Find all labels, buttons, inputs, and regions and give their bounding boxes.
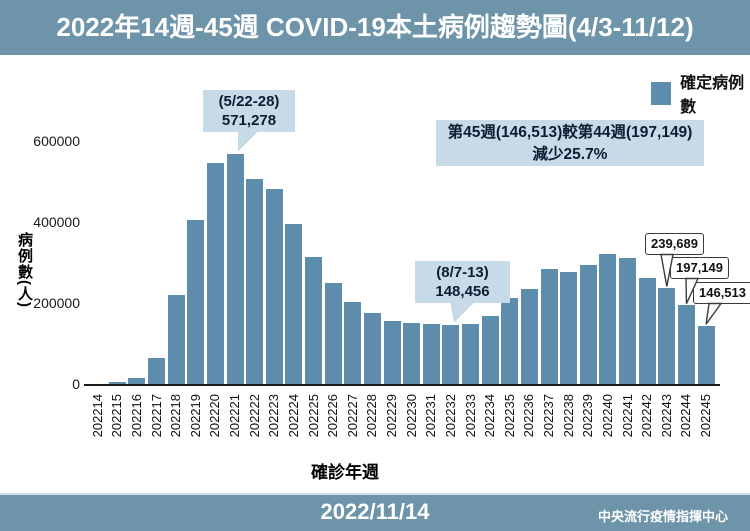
- x-tick-label-202220: 202220: [207, 394, 223, 438]
- trough-pointer-icon: [450, 300, 476, 323]
- footer-date: 2022/11/14: [320, 499, 430, 524]
- x-tick-label-202237: 202237: [541, 394, 557, 438]
- y-axis-title: 病例數(人): [16, 232, 33, 308]
- bar-202222: [246, 179, 264, 385]
- bar-202215: [108, 381, 126, 385]
- x-tick-label-202235: 202235: [501, 394, 517, 438]
- bar-202235: [501, 297, 519, 385]
- bar-202241: [619, 258, 637, 385]
- y-tick-label: 600000: [33, 133, 80, 149]
- legend: 確定病例數: [651, 69, 750, 117]
- bar-202240: [599, 253, 617, 385]
- bar-202231: [422, 324, 440, 385]
- x-tick-label-202234: 202234: [482, 394, 498, 438]
- callout-202243: 239,689: [645, 233, 704, 255]
- x-tick-label-202219: 202219: [187, 394, 203, 438]
- annotation-trough-value: 148,456: [435, 283, 490, 300]
- x-tick-label-202244: 202244: [678, 394, 694, 438]
- x-tick-label-202236: 202236: [521, 394, 537, 438]
- bar-202228: [363, 312, 381, 385]
- bar-202236: [520, 288, 538, 385]
- bar-202226: [324, 282, 342, 385]
- bar-202238: [560, 272, 578, 385]
- bar-202229: [383, 321, 401, 385]
- x-tick-label-202240: 202240: [599, 394, 615, 438]
- bar-202245: [697, 325, 715, 385]
- x-tick-label-202241: 202241: [619, 394, 635, 438]
- bar-202244: [677, 305, 695, 385]
- x-tick-label-202242: 202242: [639, 394, 655, 438]
- footer-org: 中央流行疫情指揮中心: [597, 509, 728, 524]
- x-tick-label-202228: 202228: [364, 394, 380, 438]
- x-tick-label-202239: 202239: [580, 394, 596, 438]
- x-tick-label-202218: 202218: [168, 394, 184, 438]
- x-tick-label-202221: 202221: [227, 394, 243, 438]
- x-tick-label-202222: 202222: [246, 394, 262, 438]
- bar-202216: [128, 377, 146, 385]
- bar-202230: [403, 323, 421, 385]
- x-tick-label-202214: 202214: [89, 394, 105, 438]
- bar-202243: [658, 287, 676, 385]
- callout-pointer-icon: [705, 302, 723, 325]
- x-tick-label-202216: 202216: [128, 394, 144, 438]
- x-axis-line: [84, 384, 720, 386]
- y-tick-label: 200000: [33, 295, 80, 311]
- bar-202220: [206, 162, 224, 385]
- bar-202232: [442, 324, 460, 385]
- bar-202239: [579, 265, 597, 385]
- x-tick-label-202231: 202231: [423, 394, 439, 438]
- x-tick-label-202229: 202229: [384, 394, 400, 438]
- x-axis-title: 確診年週: [311, 463, 379, 482]
- annotation-comparison-line2: 減少25.7%: [532, 146, 608, 163]
- x-tick-label-202224: 202224: [285, 394, 301, 438]
- x-tick-label-202225: 202225: [305, 394, 321, 438]
- x-tick-label-202223: 202223: [266, 394, 282, 438]
- annotation-trough: (8/7-13) 148,456: [415, 261, 510, 303]
- annotation-week-comparison: 第45週(146,513)較第44週(197,149) 減少25.7%: [436, 120, 704, 166]
- peak-pointer-icon: [238, 129, 260, 152]
- callout-202244: 197,149: [670, 257, 729, 279]
- legend-label: 確定病例數: [680, 75, 745, 116]
- bar-202224: [285, 224, 303, 385]
- callout-202245: 146,513: [693, 282, 750, 304]
- bar-202225: [305, 257, 323, 385]
- x-tick-label-202215: 202215: [109, 394, 125, 438]
- x-tick-label-202245: 202245: [698, 394, 714, 438]
- annotation-comparison-line1: 第45週(146,513)較第44週(197,149): [447, 124, 693, 141]
- x-tick-label-202233: 202233: [462, 394, 478, 438]
- page-title: 2022年14週-45週 COVID-19本土病例趨勢圖(4/3-11/12): [56, 12, 694, 42]
- bar-202234: [481, 316, 499, 385]
- footer-bar: 2022/11/14 中央流行疫情指揮中心: [0, 493, 750, 531]
- annotation-trough-period: (8/7-13): [436, 264, 489, 281]
- annotation-peak-value: 571,278: [221, 112, 277, 129]
- y-tick-label: 0: [72, 376, 80, 392]
- y-tick-label: 400000: [33, 214, 80, 230]
- bar-202219: [187, 219, 205, 385]
- bar-202218: [167, 295, 185, 385]
- x-tick-label-202226: 202226: [325, 394, 341, 438]
- bar-202242: [638, 278, 656, 385]
- x-tick-label-202217: 202217: [148, 394, 164, 438]
- annotation-peak-period: (5/22-28): [218, 93, 280, 110]
- x-tick-label-202238: 202238: [560, 394, 576, 438]
- bar-202217: [148, 357, 166, 385]
- bar-202237: [540, 268, 558, 385]
- bar-202233: [462, 324, 480, 385]
- header-bar: 2022年14週-45週 COVID-19本土病例趨勢圖(4/3-11/12): [0, 0, 750, 55]
- bar-202223: [265, 189, 283, 385]
- x-tick-label-202227: 202227: [344, 394, 360, 438]
- x-tick-label-202232: 202232: [442, 394, 458, 438]
- bar-202221: [226, 153, 244, 385]
- x-tick-label-202230: 202230: [403, 394, 419, 438]
- x-tick-label-202243: 202243: [658, 394, 674, 438]
- annotation-peak: (5/22-28) 571,278: [203, 90, 295, 132]
- bar-202227: [344, 301, 362, 385]
- legend-swatch-icon: [651, 81, 672, 105]
